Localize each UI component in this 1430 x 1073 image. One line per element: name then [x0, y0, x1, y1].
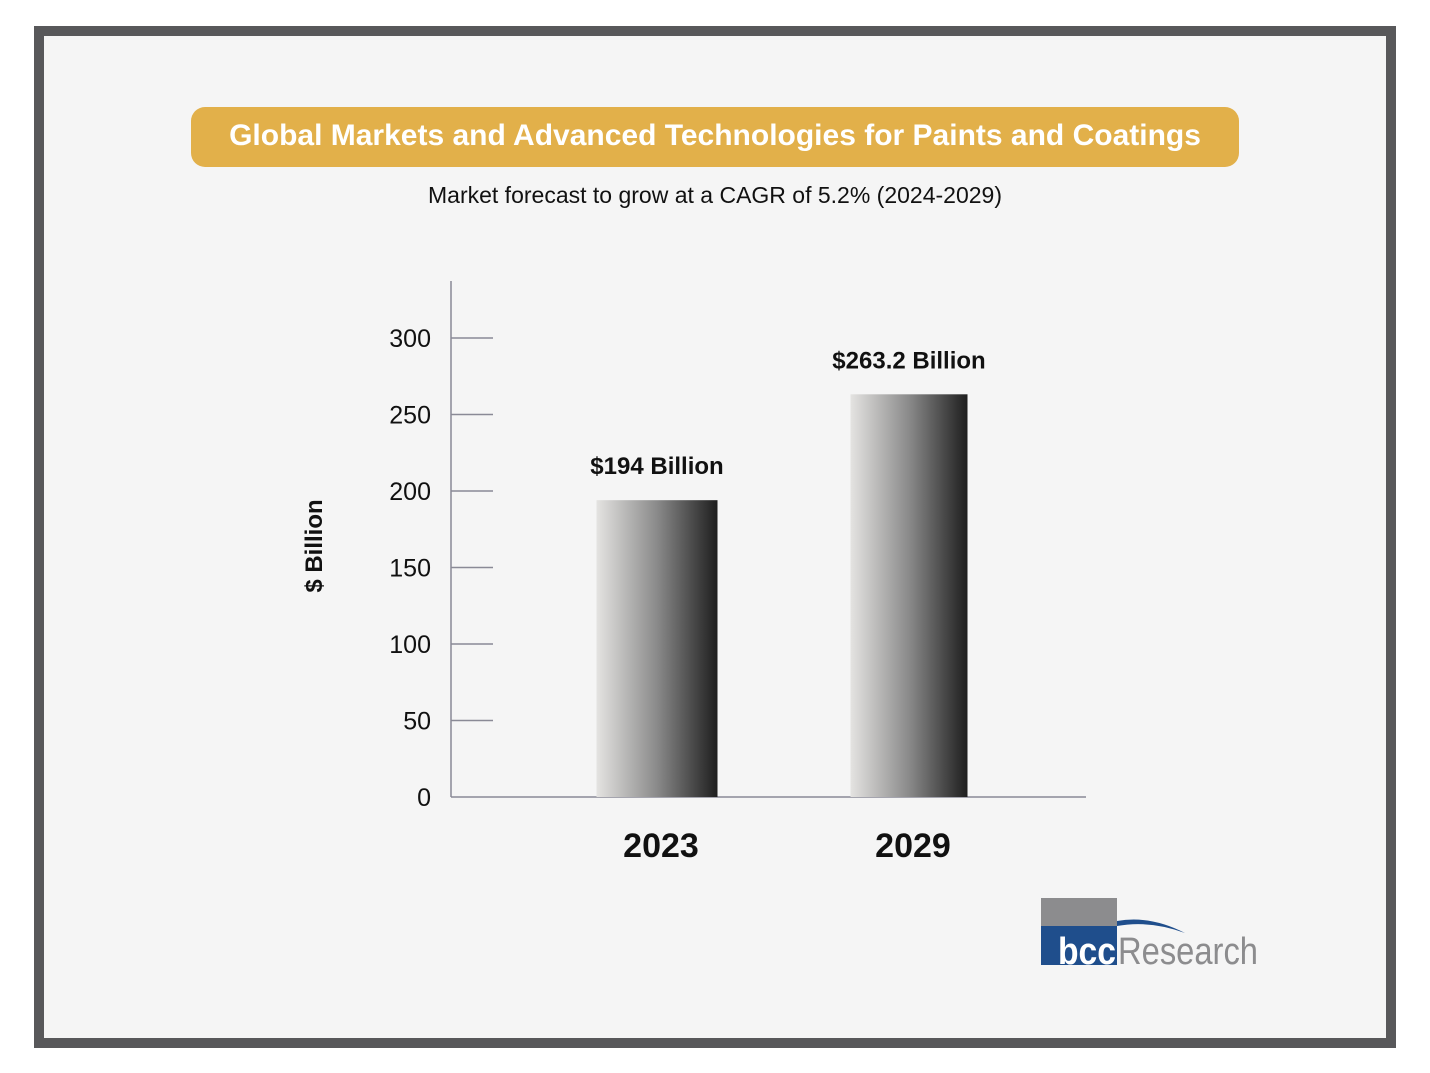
x-tick-label: 2029: [875, 827, 951, 865]
chart-subtitle: Market forecast to grow at a CAGR of 5.2…: [428, 182, 1002, 208]
x-tick-label: 2023: [623, 827, 699, 865]
data-label: $263.2 Billion: [832, 347, 985, 374]
data-label: $194 Billion: [590, 453, 723, 480]
y-tick-label: 200: [389, 478, 431, 506]
y-tick-label: 250: [389, 402, 431, 430]
y-tick-label: 100: [389, 631, 431, 659]
y-tick-label: 0: [417, 784, 431, 812]
y-tick-label: 150: [389, 555, 431, 583]
bcc-research-logo: bcc Research: [1041, 898, 1258, 973]
svg-text:bcc: bcc: [1058, 931, 1116, 973]
bar-2029: [850, 394, 968, 797]
y-axis-label: $ Billion: [301, 499, 328, 592]
chart-title: Global Markets and Advanced Technologies…: [191, 107, 1239, 167]
y-tick-label: 50: [403, 708, 431, 736]
y-tick-label: 300: [389, 325, 431, 353]
bar-2023: [596, 500, 718, 797]
svg-text:Research: Research: [1118, 931, 1258, 973]
